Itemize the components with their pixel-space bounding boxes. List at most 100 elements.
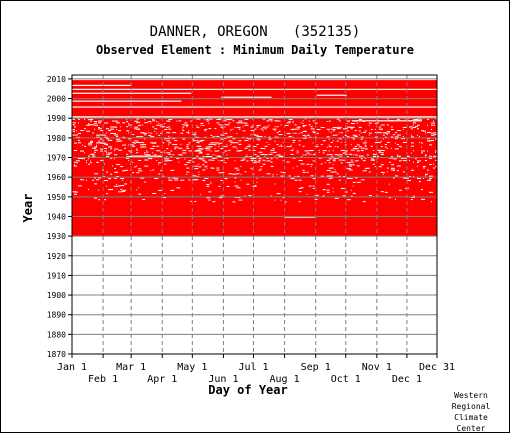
missing-span bbox=[316, 94, 347, 96]
missing-day bbox=[208, 191, 212, 193]
missing-day bbox=[256, 138, 261, 140]
missing-day bbox=[128, 144, 130, 146]
missing-day bbox=[254, 157, 257, 159]
missing-day bbox=[328, 175, 333, 177]
missing-day bbox=[278, 130, 281, 132]
missing-day bbox=[380, 149, 385, 151]
missing-day bbox=[104, 148, 108, 150]
missing-day bbox=[188, 150, 193, 152]
missing-day bbox=[322, 195, 325, 197]
credit-line: Western bbox=[454, 391, 488, 400]
missing-day bbox=[198, 171, 200, 173]
missing-day bbox=[336, 134, 338, 136]
missing-day bbox=[220, 138, 225, 140]
missing-day bbox=[166, 156, 168, 158]
missing-day bbox=[108, 152, 113, 154]
missing-day bbox=[302, 171, 306, 173]
missing-day bbox=[348, 126, 353, 128]
credit-line: Climate bbox=[454, 413, 488, 422]
missing-day bbox=[376, 155, 379, 157]
missing-day bbox=[222, 128, 224, 130]
missing-day bbox=[150, 142, 154, 144]
missing-day bbox=[130, 181, 132, 183]
missing-day bbox=[296, 150, 299, 152]
missing-day bbox=[154, 145, 156, 147]
missing-day bbox=[258, 135, 263, 137]
missing-day bbox=[268, 118, 273, 120]
missing-day bbox=[352, 181, 356, 183]
missing-day bbox=[350, 189, 352, 191]
missing-day bbox=[186, 146, 189, 148]
missing-day bbox=[356, 165, 360, 167]
missing-day bbox=[254, 134, 259, 136]
missing-day bbox=[280, 124, 282, 126]
missing-day bbox=[402, 177, 407, 179]
missing-day bbox=[198, 158, 203, 160]
missing-day bbox=[120, 166, 124, 168]
missing-day bbox=[128, 160, 130, 162]
missing-day bbox=[116, 164, 119, 166]
missing-day bbox=[372, 163, 375, 165]
missing-day bbox=[332, 130, 335, 132]
missing-day bbox=[378, 126, 381, 128]
missing-day bbox=[208, 149, 210, 151]
missing-day bbox=[122, 122, 126, 124]
missing-day bbox=[430, 134, 434, 136]
missing-day bbox=[350, 195, 353, 197]
missing-day bbox=[354, 154, 357, 156]
missing-day bbox=[260, 166, 263, 168]
missing-day bbox=[350, 144, 352, 146]
missing-day bbox=[428, 140, 431, 142]
missing-day bbox=[278, 156, 283, 158]
missing-day bbox=[256, 144, 259, 146]
missing-day bbox=[240, 159, 245, 161]
missing-day bbox=[336, 128, 341, 130]
missing-day bbox=[242, 126, 244, 128]
missing-day bbox=[380, 128, 383, 130]
missing-day bbox=[374, 128, 376, 130]
missing-day bbox=[240, 165, 242, 167]
missing-day bbox=[190, 200, 193, 202]
missing-day bbox=[72, 118, 75, 120]
missing-day bbox=[262, 159, 265, 161]
missing-day bbox=[314, 136, 317, 138]
missing-day bbox=[354, 148, 359, 150]
missing-day bbox=[246, 183, 250, 185]
missing-day bbox=[110, 126, 114, 128]
missing-day bbox=[146, 155, 148, 157]
missing-day bbox=[100, 130, 104, 132]
missing-day bbox=[262, 163, 266, 165]
missing-day bbox=[326, 183, 330, 185]
missing-day bbox=[402, 171, 405, 173]
missing-day bbox=[304, 136, 307, 138]
missing-day bbox=[360, 158, 363, 160]
missing-day bbox=[104, 122, 109, 124]
missing-day bbox=[338, 132, 340, 134]
missing-day bbox=[92, 132, 95, 134]
missing-day bbox=[256, 161, 261, 163]
missing-day bbox=[116, 122, 121, 124]
missing-day bbox=[426, 118, 429, 120]
missing-day bbox=[302, 130, 307, 132]
missing-day bbox=[388, 132, 390, 134]
missing-day bbox=[258, 140, 260, 142]
missing-day bbox=[336, 154, 339, 156]
axis-layer: 2010 2000 1990 1980 1970 1960 1950 1940 1930 1920… bbox=[47, 74, 455, 385]
missing-day bbox=[394, 132, 397, 134]
missing-day bbox=[234, 196, 239, 198]
missing-day bbox=[104, 163, 106, 165]
missing-day bbox=[132, 134, 135, 136]
missing-day bbox=[316, 132, 319, 134]
missing-day bbox=[292, 148, 294, 150]
missing-day bbox=[236, 173, 240, 175]
missing-day bbox=[304, 154, 307, 156]
missing-day bbox=[258, 169, 262, 171]
missing-day bbox=[326, 154, 329, 156]
missing-day bbox=[210, 156, 213, 158]
missing-day bbox=[110, 157, 113, 159]
missing-day bbox=[274, 183, 276, 185]
missing-day bbox=[410, 145, 414, 147]
missing-day bbox=[232, 128, 234, 130]
missing-day bbox=[430, 122, 435, 124]
missing-day bbox=[86, 179, 88, 181]
